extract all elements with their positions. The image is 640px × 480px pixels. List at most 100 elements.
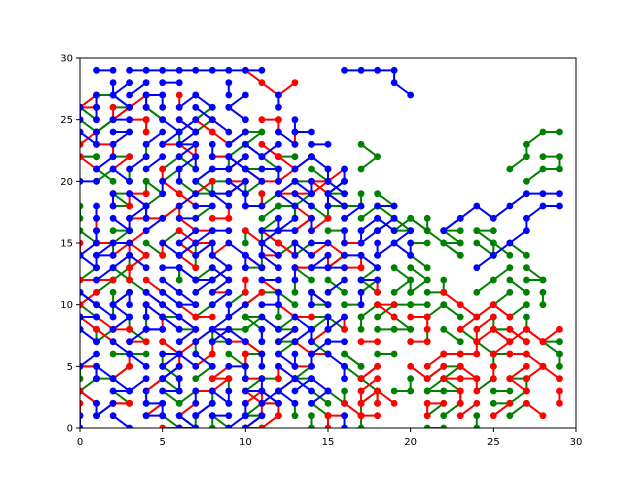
point	[539, 362, 547, 370]
segment	[178, 131, 197, 146]
point	[192, 214, 200, 222]
segment	[178, 390, 197, 405]
point	[308, 227, 315, 235]
point	[208, 116, 216, 124]
point	[241, 227, 249, 235]
point	[523, 325, 530, 333]
segment	[195, 402, 213, 417]
point	[291, 399, 299, 407]
point	[324, 276, 332, 284]
point	[390, 288, 398, 296]
segment	[80, 155, 98, 170]
segment	[178, 118, 197, 133]
point	[142, 288, 150, 296]
point	[225, 412, 233, 420]
point	[208, 387, 216, 395]
y-tick-label: 0	[67, 424, 73, 435]
point	[473, 375, 481, 383]
point	[192, 350, 200, 358]
point	[374, 227, 381, 235]
point	[159, 362, 167, 370]
segment	[129, 229, 147, 244]
point	[175, 165, 183, 173]
point	[258, 153, 266, 161]
point	[126, 288, 133, 296]
segment	[178, 217, 197, 232]
point	[142, 79, 150, 87]
segment	[195, 229, 213, 244]
point	[142, 227, 150, 235]
segment	[277, 168, 296, 183]
point	[109, 91, 117, 99]
y-tick-label: 5	[67, 362, 73, 373]
segment	[80, 94, 98, 109]
point	[159, 116, 167, 124]
point	[225, 362, 233, 370]
point	[440, 387, 448, 395]
point	[440, 399, 448, 407]
segment	[244, 414, 263, 428]
point	[80, 251, 84, 259]
point	[556, 387, 563, 395]
point	[109, 399, 117, 407]
segment	[244, 143, 263, 158]
segment	[112, 377, 131, 392]
segment	[327, 192, 346, 207]
point	[275, 116, 282, 124]
segment	[162, 205, 180, 220]
point	[93, 412, 100, 420]
point	[308, 140, 315, 148]
segment	[112, 217, 131, 232]
point	[93, 140, 100, 148]
point	[423, 301, 431, 309]
point	[142, 66, 150, 74]
segment	[211, 254, 230, 269]
point	[142, 276, 150, 284]
point	[556, 399, 563, 407]
point	[241, 153, 249, 161]
point	[109, 251, 117, 259]
point	[456, 412, 464, 420]
point	[324, 177, 332, 185]
segment	[327, 254, 346, 269]
point	[456, 227, 464, 235]
segment	[509, 402, 527, 417]
point	[556, 165, 563, 173]
point	[489, 301, 497, 309]
point	[175, 103, 183, 111]
point	[308, 214, 315, 222]
segment	[244, 402, 263, 417]
segment	[178, 254, 197, 269]
segment	[360, 205, 379, 220]
point	[109, 165, 117, 173]
x-tick-label: 15	[322, 437, 335, 448]
point	[142, 91, 150, 99]
point	[324, 165, 332, 173]
point	[175, 288, 183, 296]
point	[208, 313, 216, 321]
point	[258, 325, 266, 333]
point	[291, 288, 299, 296]
segment	[377, 303, 395, 318]
point	[291, 140, 299, 148]
segment	[277, 291, 296, 306]
point	[308, 325, 315, 333]
segment	[145, 180, 164, 195]
segment	[393, 279, 412, 294]
point	[357, 227, 365, 235]
segment	[80, 131, 98, 146]
point	[241, 251, 249, 259]
point	[523, 375, 530, 383]
point	[291, 264, 299, 272]
point	[192, 140, 200, 148]
point	[142, 214, 150, 222]
point	[357, 264, 365, 272]
point	[324, 214, 332, 222]
segment	[294, 316, 313, 331]
point	[374, 313, 381, 321]
point	[275, 362, 282, 370]
point	[126, 338, 133, 346]
point	[93, 202, 100, 210]
segment	[277, 155, 296, 170]
segment	[509, 377, 527, 392]
